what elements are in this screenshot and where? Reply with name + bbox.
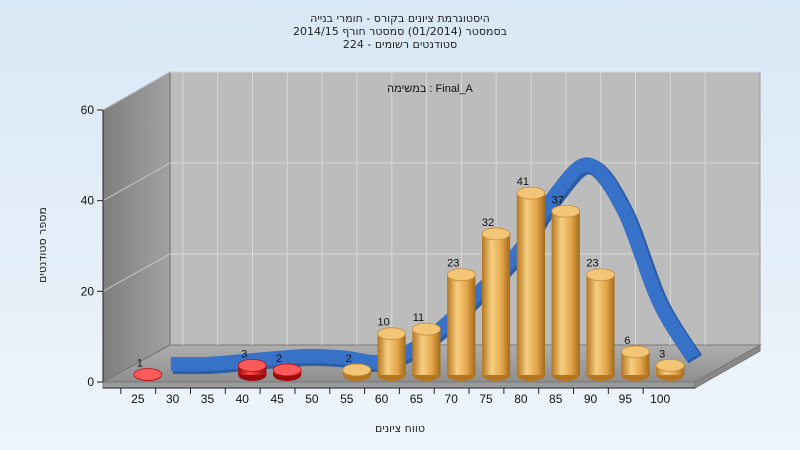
floor-front-edge — [102, 381, 696, 389]
x-tick-label: 80 — [514, 392, 528, 406]
title-line-1: היסטוגרמת ציונים בקורס - חומרי בנייה — [310, 12, 490, 25]
x-tick-label: 25 — [131, 392, 145, 406]
x-tick-label: 30 — [166, 392, 180, 406]
gridline-wall — [102, 162, 171, 202]
x-tick-label: 60 — [375, 392, 389, 406]
x-axis: 25 30 35 40 45 50 55 60 65 70 75 80 85 90 95 100 — [103, 387, 695, 406]
x-tick-label: 90 — [584, 392, 598, 406]
bar-top — [620, 345, 650, 359]
gridline-wall — [102, 71, 171, 111]
x-tick-label: 45 — [270, 392, 284, 406]
y-tick-label: 20 — [81, 284, 95, 298]
bar-85: 37 — [551, 194, 581, 381]
bar-top — [412, 322, 441, 336]
x-tick-label: 85 — [549, 392, 563, 406]
bar-100: 3 — [655, 348, 685, 381]
bar-top — [133, 368, 163, 381]
gridline-wall — [102, 253, 171, 292]
x-tick-label: 55 — [340, 392, 354, 406]
y-tick-label: 60 — [81, 103, 95, 117]
bar-75: 32 — [481, 217, 511, 381]
title-line-3: סטודנטים רשומים - 224 — [343, 38, 457, 51]
x-tick-label: 35 — [201, 392, 215, 406]
bar-25: 1 — [133, 357, 163, 381]
x-tick-label: 65 — [410, 392, 424, 406]
data-label: 23 — [586, 258, 598, 270]
bar-top — [272, 363, 302, 377]
bar-top — [516, 186, 546, 200]
data-label: 2 — [276, 353, 282, 365]
left-wall — [102, 71, 171, 383]
bar-40: 3 — [237, 348, 267, 381]
bar-top — [446, 268, 476, 282]
chart-subtitle: במשימה : Final_A — [387, 83, 473, 95]
data-label: 32 — [482, 217, 494, 229]
bar-top — [481, 227, 511, 241]
data-label: 10 — [377, 317, 389, 329]
floor-right-edge — [694, 344, 761, 389]
bar-top — [586, 268, 615, 282]
bar-90: 23 — [586, 258, 615, 381]
title-line-2: בסמסטר (01/2014) סמסטר חורף 2014/15 — [293, 25, 507, 38]
x-tick-label: 75 — [479, 392, 493, 406]
bar-60: 10 — [377, 317, 406, 381]
y-axis-title: מספר סטודנטים — [36, 207, 49, 283]
bar-45: 2 — [272, 353, 302, 381]
bar-top — [655, 358, 685, 372]
bar-80: 41 — [516, 176, 546, 381]
data-label: 3 — [241, 348, 247, 360]
y-axis: 0 20 40 60 — [81, 103, 104, 389]
x-tick-label: 70 — [445, 392, 459, 406]
data-label: 6 — [624, 335, 630, 347]
data-label: 23 — [447, 258, 459, 270]
bar-top — [342, 363, 372, 377]
data-label: 41 — [517, 176, 529, 188]
data-label: 11 — [413, 312, 424, 324]
y-tick-label: 40 — [81, 194, 95, 208]
x-tick-label: 40 — [236, 392, 250, 406]
bar-70: 23 — [446, 258, 476, 381]
bar-top — [237, 358, 267, 372]
bar-top — [551, 204, 581, 218]
x-axis-title: טווח ציונים — [375, 422, 425, 435]
bar-55: 2 — [342, 353, 372, 381]
gridlines — [102, 71, 760, 345]
y-tick-label: 0 — [87, 375, 94, 389]
x-tick-label: 100 — [650, 392, 670, 406]
data-label: 2 — [346, 353, 352, 365]
bar-top — [377, 327, 406, 341]
data-label: 37 — [552, 194, 564, 206]
x-tick-label: 50 — [305, 392, 319, 406]
data-label: 3 — [659, 348, 665, 360]
x-tick-label: 95 — [619, 392, 633, 406]
chart-title: היסטוגרמת ציונים בקורס - חומרי בנייה בסמ… — [293, 12, 507, 51]
data-label: 1 — [137, 357, 143, 369]
bar-95: 6 — [620, 335, 650, 381]
bar-65: 11 — [412, 312, 441, 381]
